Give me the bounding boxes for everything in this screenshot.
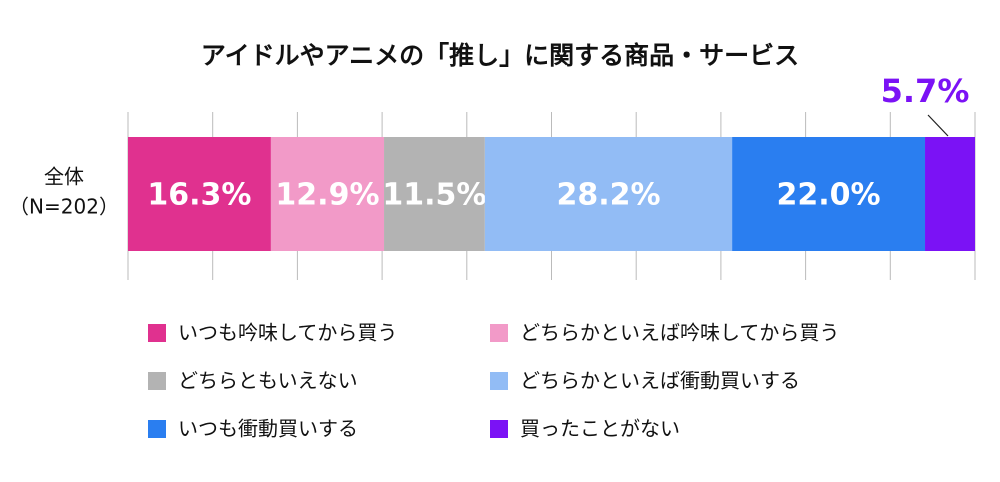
legend-swatch [490, 324, 508, 342]
sample-size: （N=202） [9, 195, 119, 219]
legend-swatch [490, 420, 508, 438]
legend-label: 買ったことがない [520, 417, 680, 441]
legend-label: いつも吟味してから買う [178, 321, 397, 345]
bar-segment [270, 137, 385, 251]
bar-segment [925, 137, 975, 251]
bar-segment [484, 137, 733, 251]
category-label: 全体 [44, 165, 84, 189]
data-label: 28.2% [556, 178, 660, 213]
bar-segment [128, 137, 271, 251]
legend-swatch [490, 372, 508, 390]
leader-line [927, 114, 949, 137]
data-label: 22.0% [777, 178, 881, 213]
data-label: 12.9% [275, 178, 379, 213]
legend-label: どちらかといえば衝動買いする [520, 369, 800, 393]
legend-label: どちらともいえない [178, 369, 358, 393]
legend-swatch [148, 420, 166, 438]
legend-swatch [148, 372, 166, 390]
legend-swatch [148, 324, 166, 342]
data-label: 5.7% [881, 72, 970, 110]
bar-segment [732, 137, 926, 251]
data-label: 16.3% [147, 178, 251, 213]
legend-label: どちらかといえば吟味してから買う [520, 321, 839, 345]
legend-label: いつも衝動買いする [178, 417, 358, 441]
data-label: 11.5% [382, 178, 486, 213]
bar-segment [384, 137, 485, 251]
chart-title: アイドルやアニメの「推し」に関する商品・サービス [201, 41, 799, 70]
